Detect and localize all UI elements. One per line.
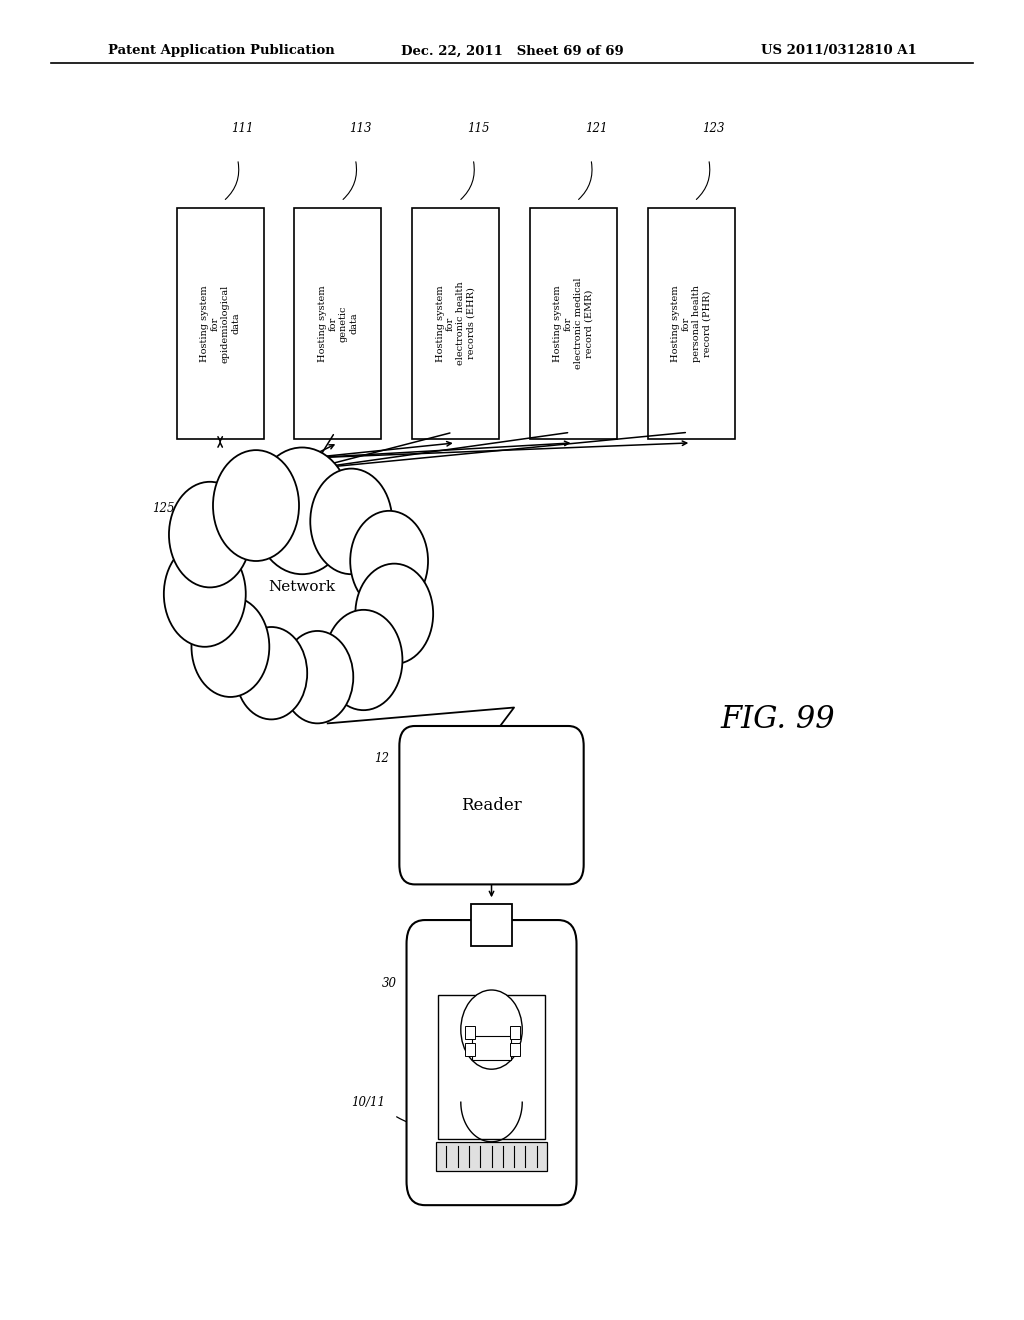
Text: FIG. 99: FIG. 99 <box>721 704 836 735</box>
Circle shape <box>282 631 353 723</box>
Text: 30: 30 <box>382 977 396 990</box>
Bar <box>530 207 616 438</box>
Bar <box>510 1043 520 1056</box>
Bar <box>465 1043 475 1056</box>
Text: 125: 125 <box>153 502 175 515</box>
Text: Patent Application Publication: Patent Application Publication <box>108 45 334 57</box>
Bar <box>295 207 382 438</box>
Bar <box>471 904 512 946</box>
Bar <box>648 207 735 438</box>
FancyBboxPatch shape <box>399 726 584 884</box>
Polygon shape <box>202 498 402 677</box>
Circle shape <box>213 450 299 561</box>
Bar <box>510 1026 520 1039</box>
Text: 10/11: 10/11 <box>351 1096 386 1109</box>
Bar <box>472 1036 511 1060</box>
Text: 115: 115 <box>467 123 489 135</box>
Circle shape <box>350 511 428 611</box>
Circle shape <box>310 469 392 574</box>
Text: Dec. 22, 2011   Sheet 69 of 69: Dec. 22, 2011 Sheet 69 of 69 <box>400 45 624 57</box>
Text: US 2011/0312810 A1: US 2011/0312810 A1 <box>761 45 916 57</box>
Circle shape <box>325 610 402 710</box>
Text: 12: 12 <box>374 752 389 766</box>
Circle shape <box>461 990 522 1069</box>
Bar <box>436 1142 547 1171</box>
Circle shape <box>355 564 433 664</box>
Text: 111: 111 <box>231 123 254 135</box>
Text: Hosting system
for
electronic medical
record (EMR): Hosting system for electronic medical re… <box>553 277 594 370</box>
Circle shape <box>169 482 251 587</box>
Text: 113: 113 <box>349 123 372 135</box>
Text: Network: Network <box>268 581 336 594</box>
Circle shape <box>253 447 351 574</box>
Text: 123: 123 <box>702 123 725 135</box>
FancyBboxPatch shape <box>407 920 577 1205</box>
Bar <box>438 995 545 1138</box>
Bar <box>412 207 500 438</box>
Circle shape <box>164 541 246 647</box>
Circle shape <box>236 627 307 719</box>
Text: Hosting system
for
epidemiological
data: Hosting system for epidemiological data <box>200 284 241 363</box>
Text: Hosting system
for
personal health
record (PHR): Hosting system for personal health recor… <box>671 285 712 362</box>
Text: Hosting system
for
genetic
data: Hosting system for genetic data <box>317 285 358 362</box>
Text: Reader: Reader <box>461 797 522 813</box>
Text: Hosting system
for
electronic health
records (EHR): Hosting system for electronic health rec… <box>435 281 476 366</box>
Bar <box>465 1026 475 1039</box>
Text: 121: 121 <box>585 123 607 135</box>
Circle shape <box>191 597 269 697</box>
Bar <box>176 207 264 438</box>
